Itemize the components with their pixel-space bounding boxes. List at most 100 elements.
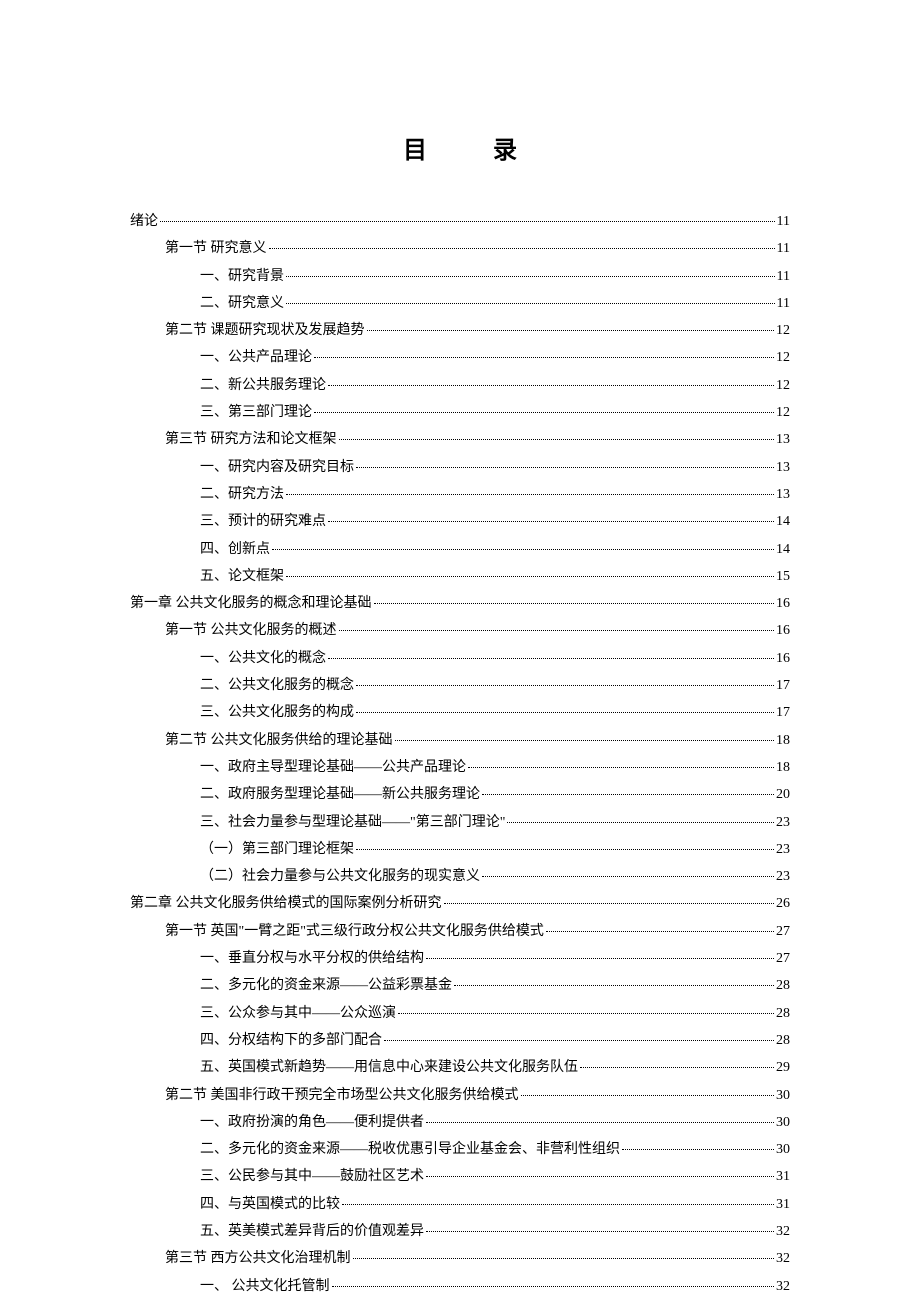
toc-entry-label: 二、公共文化服务的概念 [200, 674, 354, 698]
toc-dots [426, 1231, 774, 1232]
toc-entry-label: 二、研究意义 [200, 292, 284, 316]
toc-entry-page: 12 [776, 374, 790, 398]
toc-entry: （一）第三部门理论框架 23 [130, 838, 790, 862]
toc-entry: 四、分权结构下的多部门配合 28 [130, 1029, 790, 1053]
toc-entry-page: 31 [776, 1165, 790, 1189]
toc-entry: 三、第三部门理论12 [130, 401, 790, 425]
toc-entry: （二）社会力量参与公共文化服务的现实意义 23 [130, 865, 790, 889]
toc-dots [507, 822, 774, 823]
toc-entry: 五、英美模式差异背后的价值观差异 32 [130, 1220, 790, 1244]
toc-entry-page: 16 [776, 619, 790, 643]
toc-entry-label: 第二节 课题研究现状及发展趋势 [165, 319, 365, 343]
toc-entry-label: 四、分权结构下的多部门配合 [200, 1029, 382, 1053]
toc-entry: 五、英国模式新趋势——用信息中心来建设公共文化服务队伍 29 [130, 1056, 790, 1080]
toc-entry: 第一节 英国"一臂之距"式三级行政分权公共文化服务供给模式 27 [130, 920, 790, 944]
toc-dots [314, 412, 774, 413]
toc-dots [269, 248, 775, 249]
toc-entry-page: 17 [776, 674, 790, 698]
toc-entry-label: 三、公民参与其中——鼓励社区艺术 [200, 1165, 424, 1189]
toc-entry-label: 五、英国模式新趋势——用信息中心来建设公共文化服务队伍 [200, 1056, 578, 1080]
toc-entry: 绪论 11 [130, 210, 790, 234]
toc-entry-label: 一、研究内容及研究目标 [200, 456, 354, 480]
toc-entry: 第二节 美国非行政干预完全市场型公共文化服务供给模式 30 [130, 1084, 790, 1108]
toc-entry-label: 第三节 研究方法和论文框架 [165, 428, 337, 452]
toc-entry-page: 20 [776, 783, 790, 807]
toc-dots [374, 603, 775, 604]
toc-entry-page: 32 [776, 1220, 790, 1244]
toc-entry-page: 11 [777, 210, 790, 234]
toc-entry-label: 四、与英国模式的比较 [200, 1193, 340, 1217]
toc-dots [314, 357, 774, 358]
toc-container: 绪论11第一节 研究意义11一、研究背景11二、研究意义11第二节 课题研究现状… [130, 210, 790, 1298]
toc-dots [339, 439, 775, 440]
toc-entry-label: 四、创新点 [200, 538, 270, 562]
toc-entry: 三、公众参与其中——公众巡演 28 [130, 1002, 790, 1026]
toc-dots [328, 385, 774, 386]
toc-entry: 一、政府扮演的角色——便利提供者 30 [130, 1111, 790, 1135]
toc-entry-label: 绪论 [130, 210, 158, 234]
toc-entry-page: 12 [776, 346, 790, 370]
toc-entry-label: 三、公共文化服务的构成 [200, 701, 354, 725]
toc-entry-label: 第二节 公共文化服务供给的理论基础 [165, 729, 393, 753]
toc-entry-label: 一、垂直分权与水平分权的供给结构 [200, 947, 424, 971]
toc-dots [426, 1122, 774, 1123]
toc-entry: 第三节 西方公共文化治理机制 32 [130, 1247, 790, 1271]
toc-dots [395, 740, 775, 741]
toc-entry: 一、研究背景 11 [130, 265, 790, 289]
toc-entry-page: 11 [777, 292, 790, 316]
toc-entry-label: 第一节 研究意义 [165, 237, 267, 261]
toc-entry: 二、多元化的资金来源——公益彩票基金 28 [130, 974, 790, 998]
toc-entry: 一、垂直分权与水平分权的供给结构 27 [130, 947, 790, 971]
toc-entry-page: 28 [776, 1029, 790, 1053]
toc-dots [356, 685, 774, 686]
toc-entry: 第二章 公共文化服务供给模式的国际案例分析研究 26 [130, 892, 790, 916]
toc-entry: 三、公民参与其中——鼓励社区艺术 31 [130, 1165, 790, 1189]
toc-entry: 四、创新点14 [130, 538, 790, 562]
toc-entry-label: 第三节 西方公共文化治理机制 [165, 1247, 351, 1271]
toc-dots [339, 630, 775, 631]
toc-dots [482, 876, 774, 877]
toc-dots [367, 330, 775, 331]
toc-entry: 二、政府服务型理论基础——新公共服务理论 20 [130, 783, 790, 807]
toc-entry-page: 26 [776, 892, 790, 916]
toc-entry: 二、研究方法13 [130, 483, 790, 507]
toc-entry: 二、新公共服务理论 12 [130, 374, 790, 398]
toc-dots [482, 794, 774, 795]
toc-dots [454, 985, 774, 986]
toc-dots [356, 467, 774, 468]
toc-entry-page: 12 [776, 319, 790, 343]
toc-entry-page: 28 [776, 974, 790, 998]
toc-entry: 第一节 公共文化服务的概述 16 [130, 619, 790, 643]
toc-entry-label: 第二节 美国非行政干预完全市场型公共文化服务供给模式 [165, 1084, 519, 1108]
toc-dots [332, 1286, 775, 1287]
toc-entry: 一、研究内容及研究目标 13 [130, 456, 790, 480]
toc-entry-page: 31 [776, 1193, 790, 1217]
toc-entry-page: 16 [776, 647, 790, 671]
toc-entry-page: 18 [776, 756, 790, 780]
toc-entry-label: 一、公共文化的概念 [200, 647, 326, 671]
toc-entry-page: 27 [776, 947, 790, 971]
toc-entry-page: 14 [776, 510, 790, 534]
toc-entry-page: 11 [777, 265, 790, 289]
toc-entry: 一、 公共文化托管制32 [130, 1275, 790, 1299]
toc-dots [342, 1204, 774, 1205]
toc-entry-label: 三、第三部门理论 [200, 401, 312, 425]
toc-entry-page: 17 [776, 701, 790, 725]
toc-entry: 四、与英国模式的比较 31 [130, 1193, 790, 1217]
toc-entry-label: 二、政府服务型理论基础——新公共服务理论 [200, 783, 480, 807]
toc-dots [272, 549, 774, 550]
toc-entry-page: 32 [776, 1247, 790, 1271]
toc-entry-label: 一、公共产品理论 [200, 346, 312, 370]
toc-entry-label: 一、研究背景 [200, 265, 284, 289]
toc-entry-page: 30 [776, 1084, 790, 1108]
toc-entry: 三、预计的研究难点 14 [130, 510, 790, 534]
toc-entry-label: 一、政府主导型理论基础——公共产品理论 [200, 756, 466, 780]
toc-entry-label: 第一章 公共文化服务的概念和理论基础 [130, 592, 372, 616]
toc-dots [356, 712, 774, 713]
toc-entry-label: 三、社会力量参与型理论基础——"第三部门理论" [200, 811, 505, 835]
toc-entry-page: 13 [776, 483, 790, 507]
toc-entry-label: 一、政府扮演的角色——便利提供者 [200, 1111, 424, 1135]
toc-entry: 五、论文框架15 [130, 565, 790, 589]
toc-dots [521, 1095, 775, 1096]
toc-dots [286, 576, 774, 577]
